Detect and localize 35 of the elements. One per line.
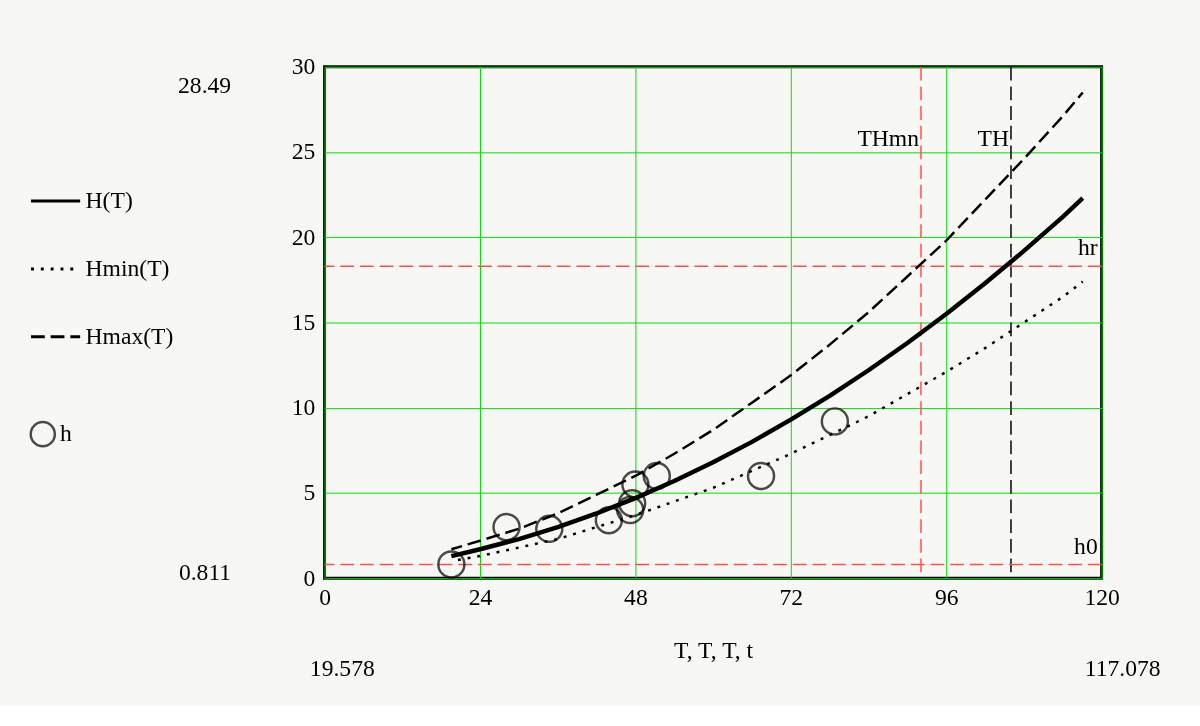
point (615, 495, 645, 525)
ref-line-label: h0 (1074, 532, 1098, 559)
y-tick-label: 5 (303, 479, 316, 506)
text: 117.078 (1084, 654, 1161, 681)
point (492, 512, 521, 542)
text: 0.811 (178, 559, 232, 586)
y-tick-label: 25 (291, 138, 316, 165)
x-axis-title: T, T, T, t (674, 637, 754, 664)
y-tick-label: 15 (291, 308, 316, 335)
x-tick-label: 48 (624, 584, 648, 611)
point (594, 506, 624, 535)
point (642, 461, 672, 491)
point (746, 461, 776, 491)
y-tick-label: 30 (291, 53, 316, 80)
y-tick-label: 20 (291, 223, 316, 250)
ref-line-label: hr (1078, 234, 1098, 261)
legend-label: h (60, 420, 72, 447)
point (820, 407, 850, 436)
x-tick-label: 120 (1084, 584, 1120, 611)
legend-label: Hmax(T) (85, 322, 174, 349)
y-tick-label: 10 (291, 394, 316, 421)
x-tick-label: 72 (779, 584, 804, 611)
y-tick-label: 0 (303, 564, 316, 591)
point (621, 470, 650, 499)
text: 28.49 (178, 72, 232, 99)
x-tick-label: 24 (468, 584, 493, 611)
ref-line-label: THmn (857, 125, 920, 152)
point (437, 550, 466, 579)
text: 19.578 (309, 654, 375, 681)
x-tick-label: 96 (934, 584, 959, 611)
ref-line-label: TH (977, 125, 1010, 152)
legend-label: Hmin(T) (85, 254, 170, 281)
point (535, 514, 564, 544)
point (617, 489, 647, 518)
legend-label: H(T) (85, 186, 133, 213)
